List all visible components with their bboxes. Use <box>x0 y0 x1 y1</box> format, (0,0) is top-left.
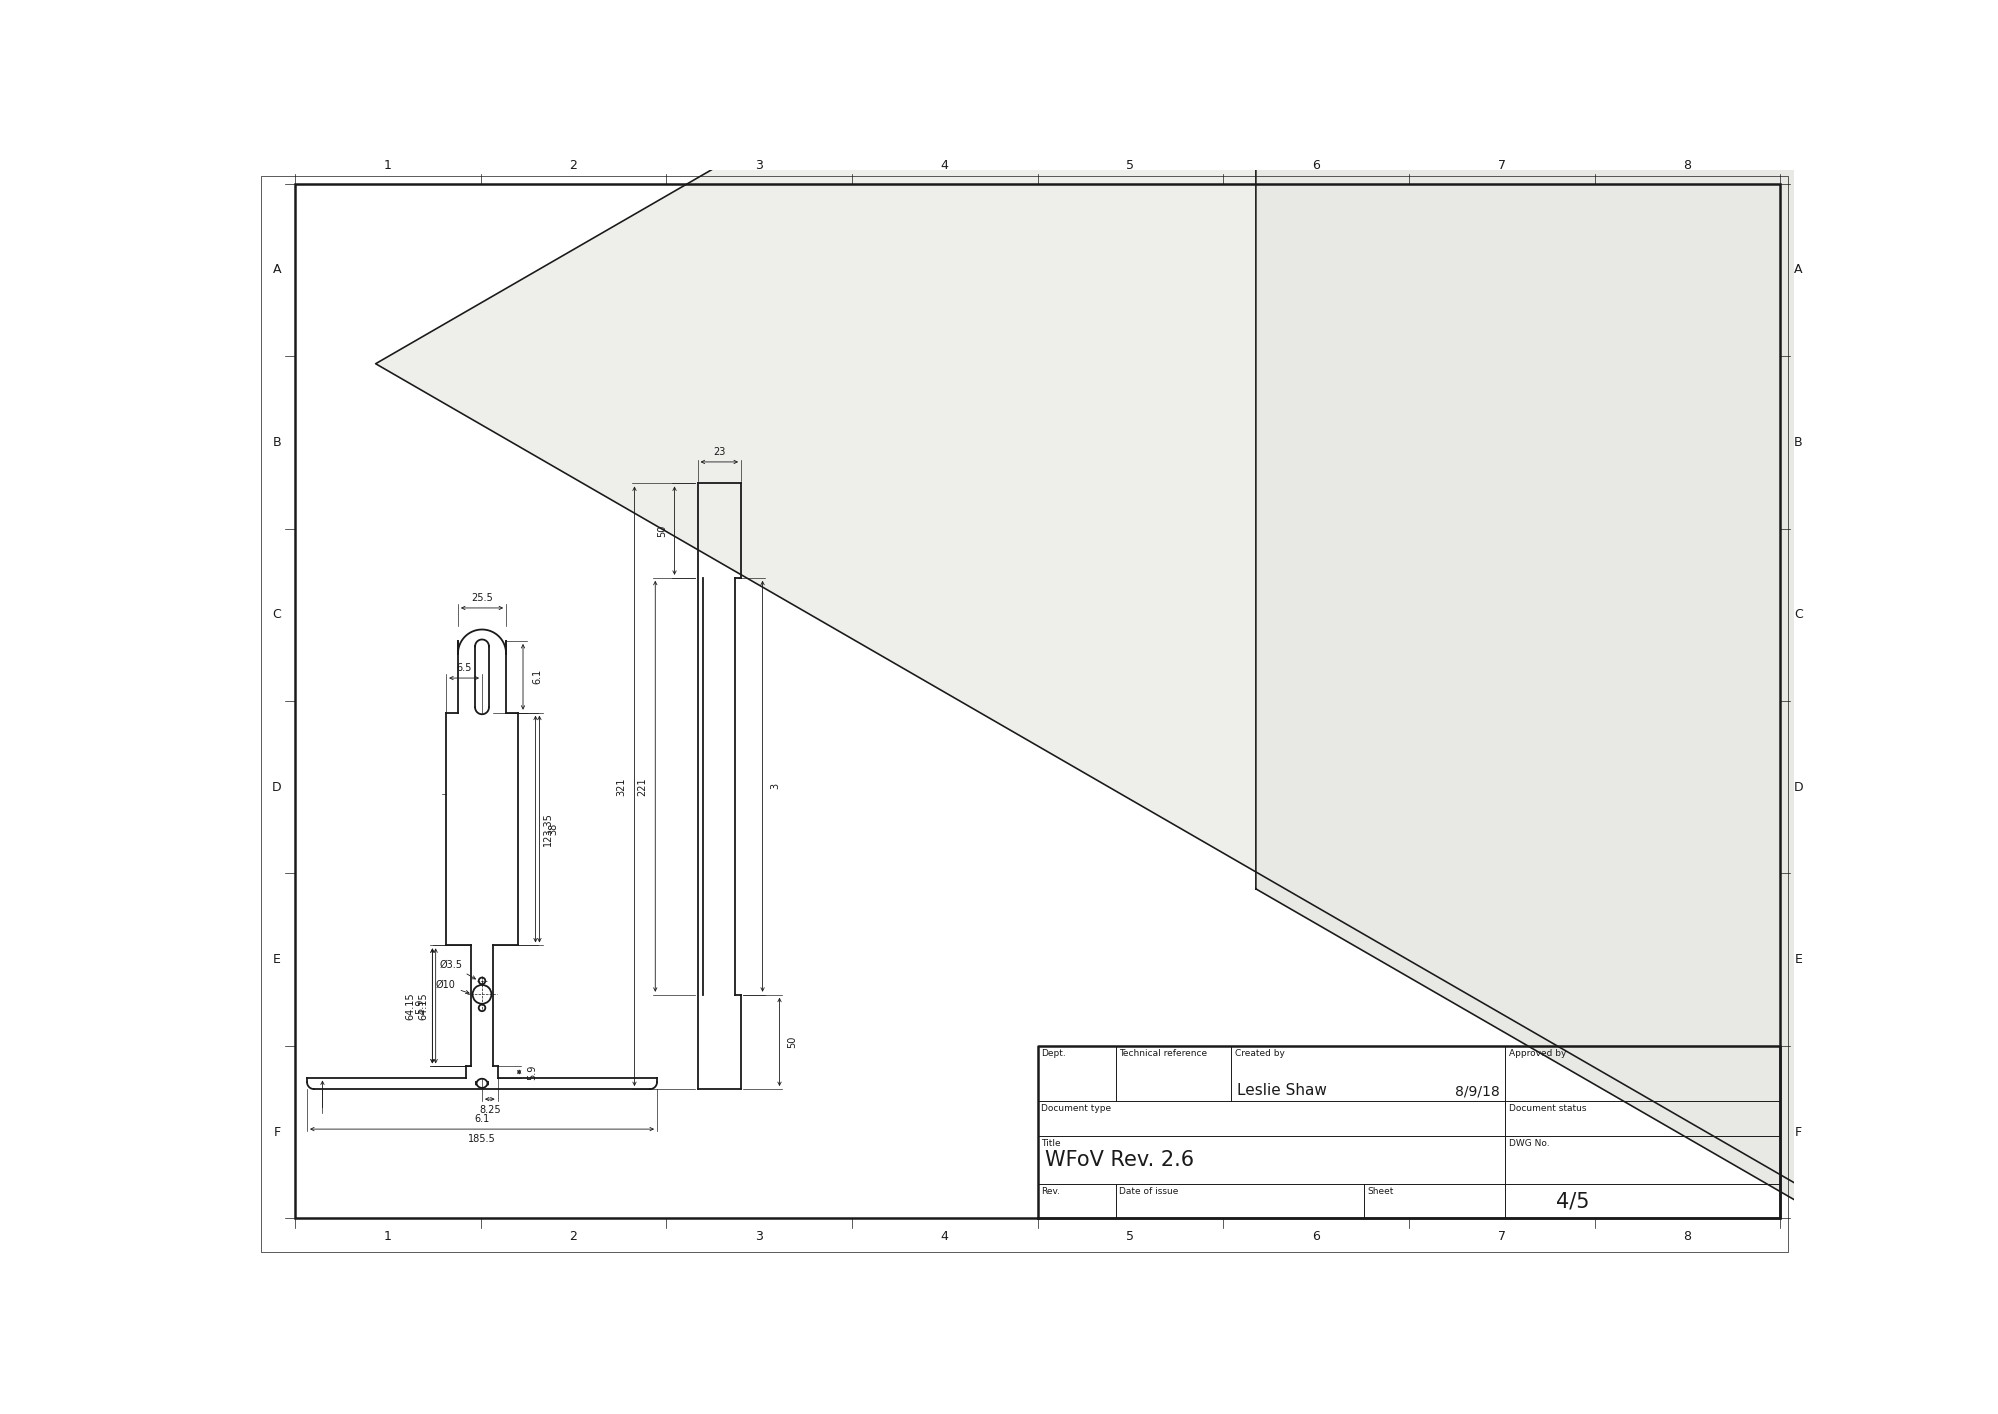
Text: 64.15: 64.15 <box>406 993 416 1019</box>
Text: D: D <box>272 781 282 793</box>
Text: Title: Title <box>1041 1138 1061 1148</box>
Text: 6: 6 <box>1311 158 1319 173</box>
Text: Document status: Document status <box>1508 1104 1586 1113</box>
Text: 7: 7 <box>1497 158 1504 173</box>
Text: Approved by: Approved by <box>1508 1049 1566 1058</box>
Text: DWG No.: DWG No. <box>1508 1138 1548 1148</box>
Text: F: F <box>1794 1126 1800 1138</box>
Text: Ø3.5: Ø3.5 <box>440 960 476 978</box>
Text: 8.25: 8.25 <box>480 1104 500 1114</box>
Text: Document type: Document type <box>1041 1104 1111 1113</box>
Text: Dept.: Dept. <box>1041 1049 1065 1058</box>
Text: 185.5: 185.5 <box>468 1134 496 1144</box>
Text: 6.1: 6.1 <box>474 1114 490 1124</box>
Text: 8: 8 <box>1682 1230 1690 1243</box>
Text: 7: 7 <box>1497 1230 1504 1243</box>
Text: 5.9: 5.9 <box>414 998 424 1014</box>
Text: 221: 221 <box>637 776 647 796</box>
Text: 50: 50 <box>787 1035 797 1048</box>
Text: 6.5: 6.5 <box>456 663 472 673</box>
Text: 321: 321 <box>617 778 627 796</box>
Text: 5: 5 <box>1125 158 1133 173</box>
Text: 3: 3 <box>755 158 763 173</box>
Text: Ø10: Ø10 <box>436 980 470 994</box>
Text: Date of issue: Date of issue <box>1119 1186 1177 1196</box>
Text: E: E <box>1794 953 1802 966</box>
Text: Sheet: Sheet <box>1367 1186 1393 1196</box>
Text: 3: 3 <box>769 783 779 789</box>
Text: B: B <box>1792 436 1802 448</box>
Text: WFoV Rev. 2.6: WFoV Rev. 2.6 <box>1045 1150 1193 1169</box>
Text: 50: 50 <box>657 525 667 537</box>
Text: 6: 6 <box>1311 1230 1319 1243</box>
Polygon shape <box>1255 0 1998 1414</box>
Text: 4: 4 <box>941 1230 949 1243</box>
Text: 1: 1 <box>384 158 392 173</box>
Text: 8: 8 <box>1682 158 1690 173</box>
Text: 6.1: 6.1 <box>531 669 541 684</box>
Text: 5: 5 <box>1125 1230 1133 1243</box>
Polygon shape <box>376 0 1998 1414</box>
Text: A: A <box>1792 263 1802 276</box>
Text: 25.5: 25.5 <box>472 592 494 602</box>
Text: Created by: Created by <box>1235 1049 1285 1058</box>
Text: 8/9/18: 8/9/18 <box>1455 1085 1498 1099</box>
Text: 123.35: 123.35 <box>543 812 553 846</box>
Text: 3: 3 <box>755 1230 763 1243</box>
Text: F: F <box>274 1126 280 1138</box>
Text: Leslie Shaw: Leslie Shaw <box>1237 1083 1327 1099</box>
Text: D: D <box>1792 781 1802 793</box>
Text: C: C <box>272 608 282 621</box>
Text: 23: 23 <box>713 447 725 457</box>
Text: 64.15: 64.15 <box>418 993 428 1019</box>
Text: 38: 38 <box>547 823 557 836</box>
Text: 2: 2 <box>569 1230 577 1243</box>
Text: 4/5: 4/5 <box>1554 1191 1588 1212</box>
Text: B: B <box>272 436 282 448</box>
Text: 2: 2 <box>569 158 577 173</box>
Text: Technical reference: Technical reference <box>1119 1049 1207 1058</box>
Text: A: A <box>272 263 282 276</box>
Text: Rev.: Rev. <box>1041 1186 1059 1196</box>
Text: 4: 4 <box>941 158 949 173</box>
Text: 5.9: 5.9 <box>527 1065 537 1080</box>
Text: E: E <box>274 953 280 966</box>
Text: 1: 1 <box>384 1230 392 1243</box>
Text: C: C <box>1792 608 1802 621</box>
